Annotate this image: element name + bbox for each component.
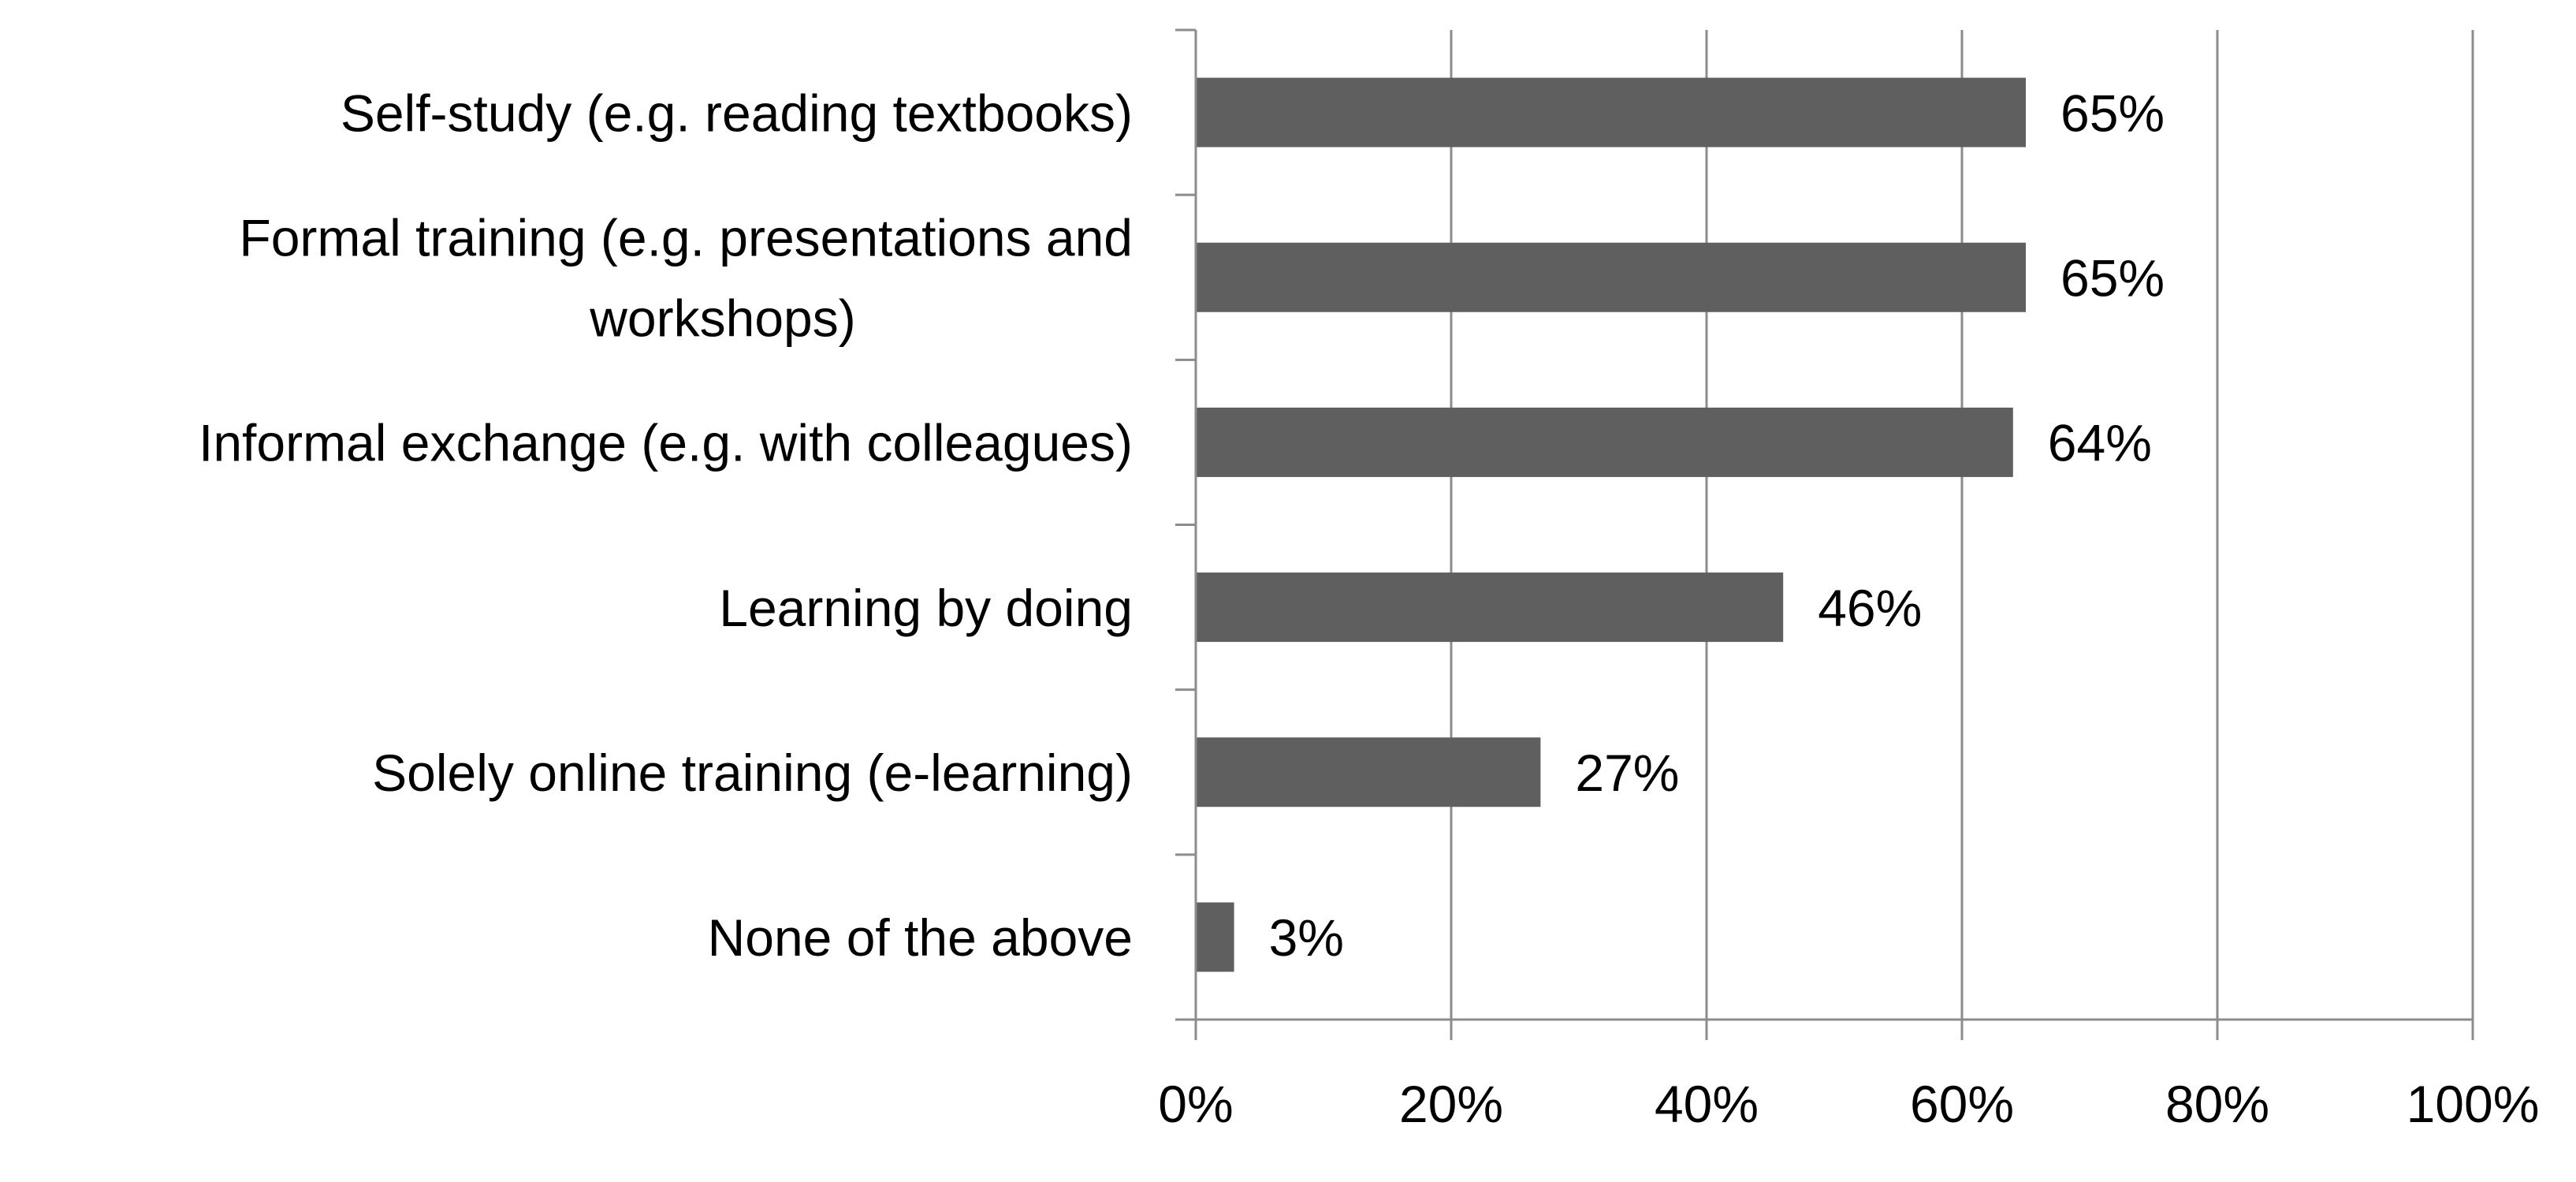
labels: 0% 20% 40% 60% 80% 100% 65% Self-study (e.g. re… (199, 84, 2539, 1133)
data-label-2: 64% (2048, 414, 2152, 472)
x-tick-label-60: 60% (1910, 1075, 2014, 1133)
x-tick-label-80: 80% (2165, 1075, 2269, 1133)
category-label-1-line-0: Formal training (e.g. presentations and (239, 209, 1133, 267)
category-label-5: None of the above (708, 908, 1133, 967)
category-label-3: Learning by doing (719, 579, 1133, 637)
x-tick-label-20: 20% (1399, 1075, 1503, 1133)
data-label-0: 65% (2060, 84, 2165, 142)
x-tick-label-100: 100% (2407, 1075, 2540, 1133)
bar-1 (1197, 242, 2026, 312)
category-label-3-line-0: Learning by doing (719, 579, 1133, 637)
x-tick-label-40: 40% (1655, 1075, 1759, 1133)
bar-5 (1197, 902, 1234, 972)
axes (1175, 28, 2474, 1040)
data-label-4: 27% (1575, 744, 1679, 802)
category-label-4-line-0: Solely online training (e-learning) (372, 744, 1133, 802)
bar-4 (1197, 737, 1541, 807)
category-label-5-line-0: None of the above (708, 908, 1133, 967)
bar-0 (1197, 77, 2026, 147)
data-label-3: 46% (1818, 579, 1922, 637)
category-label-4: Solely online training (e-learning) (372, 744, 1133, 802)
data-label-1: 65% (2060, 249, 2165, 308)
bar-3 (1197, 572, 1784, 643)
data-label-5: 3% (1269, 908, 1344, 967)
bars (1197, 77, 2026, 972)
category-label-2-line-0: Informal exchange (e.g. with colleagues) (199, 414, 1133, 472)
category-label-0: Self-study (e.g. reading textbooks) (341, 84, 1133, 142)
bar-2 (1197, 407, 2013, 477)
gridlines (1450, 30, 2474, 1020)
x-tick-label-0: 0% (1158, 1075, 1233, 1133)
category-label-2: Informal exchange (e.g. with colleagues) (199, 414, 1133, 472)
category-label-1: Formal training (e.g. presentations and w… (239, 209, 1133, 348)
category-label-0-line-0: Self-study (e.g. reading textbooks) (341, 84, 1133, 142)
category-label-1-line-1: workshops) (589, 289, 855, 348)
